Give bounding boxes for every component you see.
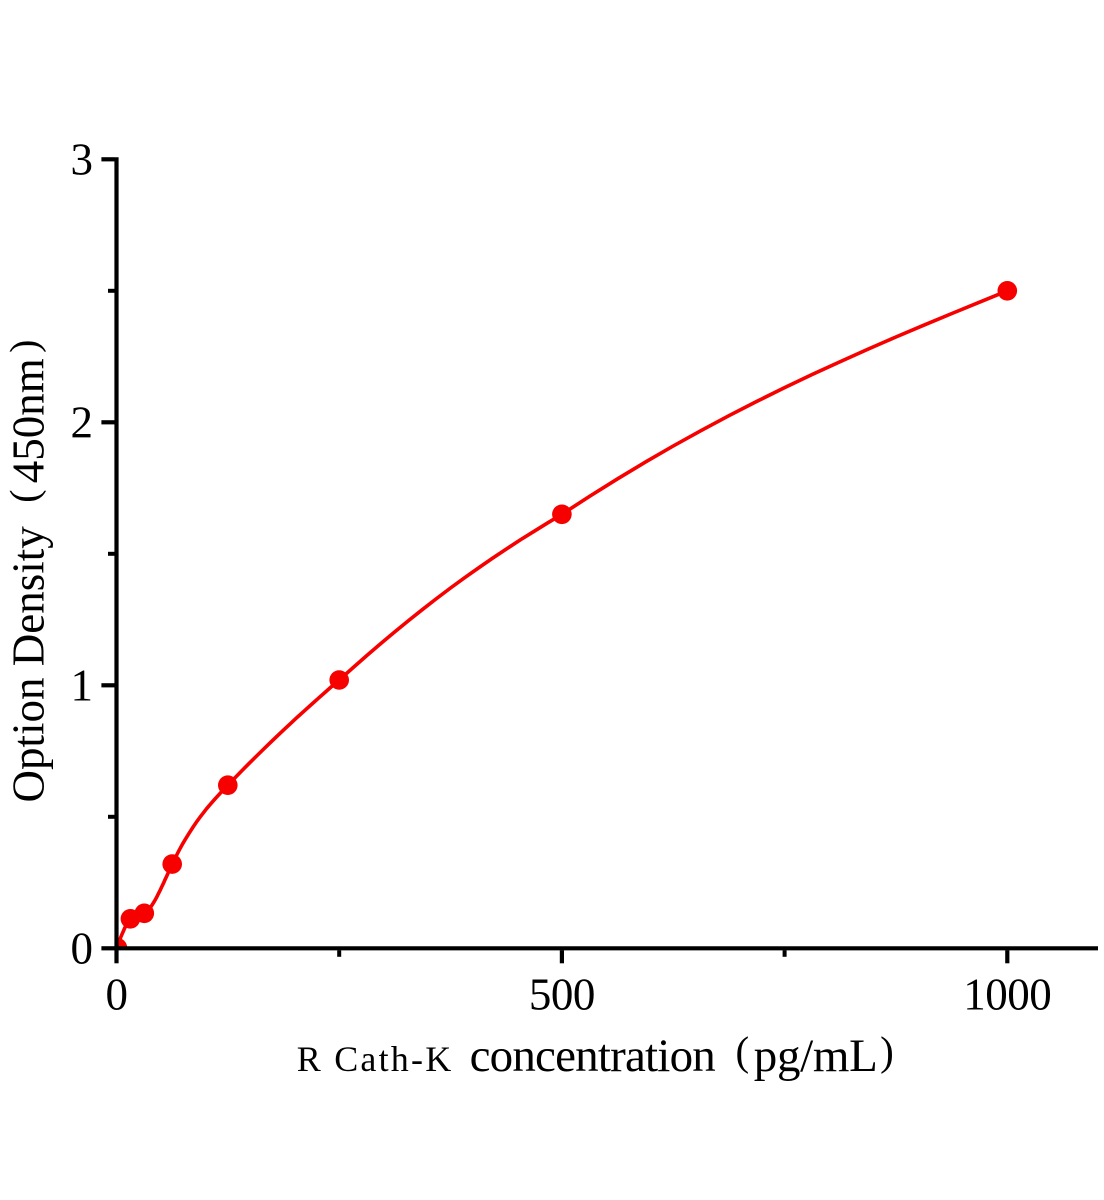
svg-text:Option Density(450nm): Option Density(450nm) <box>2 339 54 802</box>
svg-text:0: 0 <box>106 969 128 1019</box>
svg-text:0: 0 <box>71 923 93 973</box>
svg-text:500: 500 <box>529 969 595 1019</box>
svg-text:3: 3 <box>71 134 93 184</box>
svg-text:2: 2 <box>71 397 93 447</box>
svg-text:R Cath-K concentration(pg/mL): R Cath-K concentration (pg/mL) <box>297 1028 894 1082</box>
svg-text:1000: 1000 <box>963 969 1051 1019</box>
svg-text:1: 1 <box>71 660 93 710</box>
